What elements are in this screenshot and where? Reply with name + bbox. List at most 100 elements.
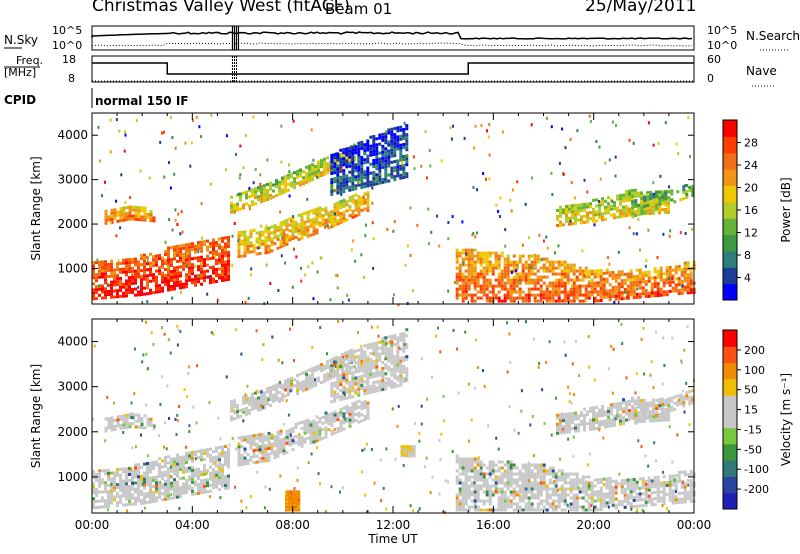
echo-cell — [461, 505, 465, 509]
echo-cell — [366, 361, 370, 365]
echo-cell — [233, 206, 236, 210]
echo-cell — [536, 469, 540, 473]
echo-cell — [95, 479, 98, 482]
echo-cell — [662, 278, 666, 282]
echo-cell — [640, 200, 643, 204]
echo-speckle — [288, 170, 291, 174]
echo-cell — [323, 364, 326, 368]
echo-cell — [113, 474, 116, 478]
echo-cell — [215, 244, 218, 247]
echo-cell — [164, 277, 167, 280]
echo-cell — [278, 192, 281, 196]
echo-cell — [461, 299, 465, 303]
echo-cell — [324, 206, 328, 210]
echo-cell — [357, 204, 361, 208]
echo-cell — [464, 481, 468, 485]
echo-speckle — [311, 261, 314, 265]
echo-cell — [119, 219, 123, 223]
echo-cell — [387, 350, 391, 354]
echo-cell — [203, 481, 206, 485]
echo-cell — [518, 475, 522, 479]
echo-speckle — [238, 176, 241, 180]
echo-cell — [230, 409, 233, 413]
echo-cell — [173, 481, 176, 485]
echo-cell — [461, 293, 465, 297]
echo-cell — [527, 299, 531, 303]
echo-cell — [650, 491, 654, 495]
echo-cell — [635, 277, 639, 281]
echo-cell — [143, 262, 146, 266]
echo-speckle — [104, 180, 106, 184]
echo-cell — [512, 481, 516, 485]
echo-speckle — [277, 289, 280, 292]
echo-cell — [285, 218, 289, 222]
echo-cell — [626, 499, 630, 503]
echo-cell — [110, 280, 113, 284]
echo-cell — [290, 175, 293, 179]
echo-cell — [625, 196, 628, 199]
echo-cell — [272, 387, 275, 391]
echo-cell — [345, 375, 349, 379]
echo-cell — [300, 426, 304, 430]
echo-speckle — [510, 271, 513, 274]
echo-cell — [113, 489, 116, 493]
echo-cell — [405, 157, 409, 161]
echo-cell — [506, 287, 510, 291]
echo-cell — [122, 420, 126, 424]
echo-cell — [311, 163, 314, 167]
echo-cell — [363, 371, 367, 375]
echo-cell — [342, 394, 346, 398]
echo-cell — [221, 275, 224, 279]
echo-cell — [143, 495, 146, 499]
echo-cell — [206, 454, 209, 458]
echo-cell — [320, 171, 323, 175]
echo-cell — [686, 285, 690, 289]
echo-cell — [357, 177, 361, 181]
echo-cell — [332, 357, 335, 361]
echo-cell — [128, 494, 131, 497]
echo-cell — [353, 155, 356, 159]
echo-cell — [270, 451, 274, 455]
echo-cell — [458, 487, 462, 491]
echo-cell — [641, 274, 645, 278]
echo-cell — [98, 490, 101, 494]
echo-cell — [194, 244, 197, 248]
echo-cell — [200, 264, 203, 268]
echo-cell — [545, 290, 549, 294]
echo-cell — [500, 502, 504, 506]
echo-speckle — [174, 146, 177, 150]
echo-cell — [333, 165, 337, 169]
echo-cell — [104, 272, 107, 276]
echo-cell — [611, 503, 615, 507]
echo-cell — [458, 269, 462, 273]
echo-cell — [650, 276, 654, 280]
echo-cell — [635, 295, 639, 299]
echo-speckle — [135, 119, 138, 123]
echo-cell — [503, 257, 507, 261]
echo-cell — [321, 415, 325, 419]
echo-cell — [140, 257, 143, 261]
echo-cell — [572, 502, 576, 506]
echo-cell — [264, 230, 268, 234]
echo-speckle — [687, 116, 690, 120]
echo-cell — [369, 375, 373, 379]
echo-cell — [503, 266, 507, 270]
echo-cell — [667, 201, 670, 205]
echo-cell — [641, 483, 645, 487]
echo-cell — [473, 266, 477, 270]
echo-cell — [92, 497, 95, 501]
echo-speckle — [280, 124, 283, 128]
echo-cell — [482, 281, 486, 285]
echo-cell — [308, 164, 311, 168]
echo-cell — [330, 364, 334, 368]
echo-cell — [608, 283, 612, 287]
echo-cell — [691, 193, 695, 197]
echo-cell — [200, 449, 203, 453]
echo-cell — [209, 275, 212, 279]
echo-cell — [366, 379, 370, 383]
echo-cell — [396, 378, 400, 382]
echo-cell — [249, 244, 253, 248]
echo-cell — [614, 273, 618, 277]
echo-cell — [173, 251, 176, 255]
echo-cell — [506, 472, 510, 476]
